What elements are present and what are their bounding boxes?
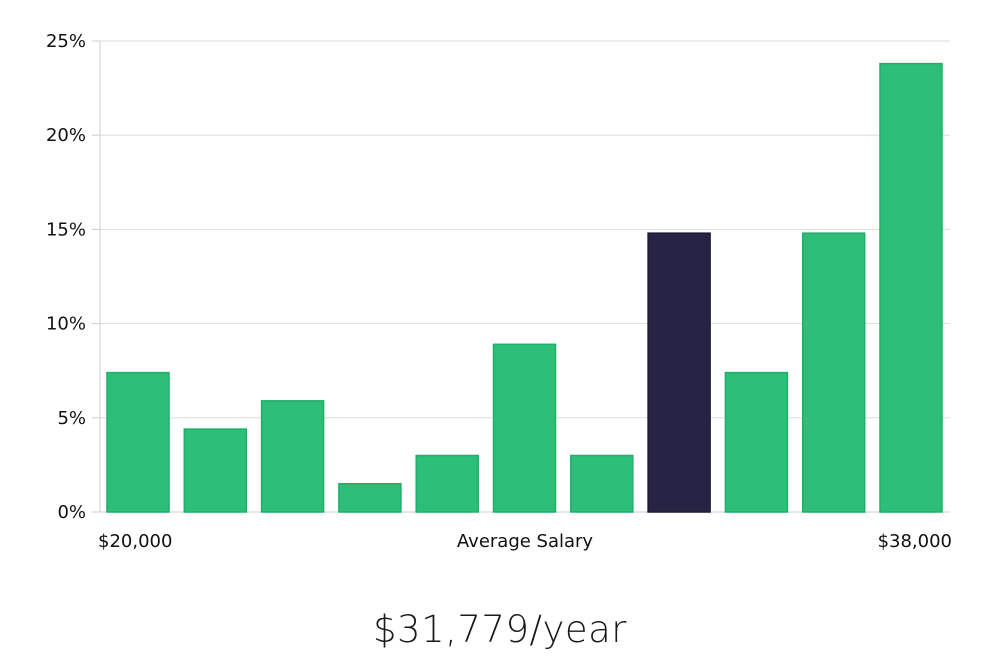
bar [492,343,557,513]
salary-histogram-chart: 0% 5% 10% 15% 20% 25% $20,000 Average Salary $38… [46,31,952,552]
y-tick-label: 15% [46,219,86,240]
y-tick-label: 10% [46,314,86,335]
bar [415,454,479,513]
bar [879,62,943,513]
y-tick-label: 0% [57,502,86,523]
average-salary-value: $31,779/year [372,608,627,651]
y-tick-label: 25% [46,31,86,52]
y-tick-label: 20% [46,125,86,146]
bars [106,62,943,513]
x-range-end-label: $38,000 [878,531,952,552]
bar [260,400,325,513]
x-range-start-label: $20,000 [98,531,172,552]
bar [106,371,170,513]
bar [183,428,248,513]
bar [338,482,402,513]
y-tick-label: 5% [57,408,86,429]
bar-highlighted [647,232,711,513]
axis-labels: 0% 5% 10% 15% 20% 25% $20,000 Average Salary $38… [46,31,952,552]
x-axis-title: Average Salary [457,531,594,552]
bar [724,371,789,513]
bar [570,454,634,513]
bar [801,232,866,513]
